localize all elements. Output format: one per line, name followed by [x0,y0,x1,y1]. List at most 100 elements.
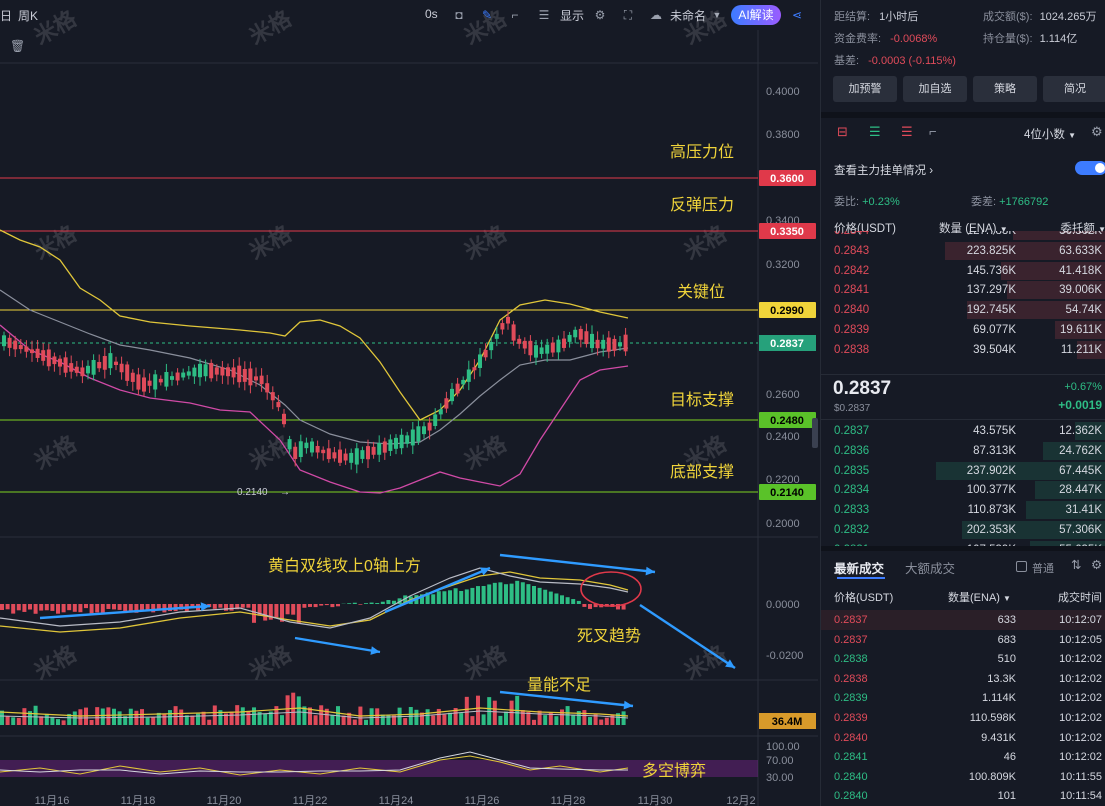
orderbook-depth-icon[interactable]: ⌐ [929,124,937,139]
tab-large-trades[interactable]: 大额成交 [905,562,956,576]
panel-resize-handle[interactable] [812,418,818,448]
camera-icon[interactable]: ◘ [455,8,463,22]
candle-body [606,337,611,352]
bid-qty: 110.873K [967,504,1016,517]
ask-row[interactable]: 0.2838 39.504K 11.211K [821,340,1105,360]
indicator-list-icon[interactable]: ☰ [538,8,550,22]
macd-bar [476,586,480,604]
layout-name[interactable]: 未命名 [670,9,707,23]
draw-pen-icon[interactable]: ✎ [481,8,493,22]
orderbook-bids-view-icon[interactable]: ☰ [869,124,881,139]
volume-bar [218,710,223,725]
macd-bar [369,602,374,604]
volume-bar [492,700,497,725]
candle-body [58,358,62,367]
add-alert-button[interactable]: 加预警 [833,76,897,102]
fullscreen-icon[interactable]: ⛶ [623,8,633,22]
candle-body [214,367,219,375]
ask-price: 0.2838 [834,343,870,356]
orderbook-asks-view-icon[interactable]: ☰ [901,124,913,139]
cloud-icon[interactable]: ☁ [650,8,662,22]
sort-icon[interactable]: ⇅ [1071,558,1082,572]
trade-price: 0.2837 [834,614,868,626]
bid-total: 67.445K [1059,464,1102,477]
bid-row[interactable]: 0.2832 202.353K 57.306K [821,520,1105,540]
macd-bar [112,604,116,610]
candle-body [287,439,292,450]
macd-bar [302,604,307,608]
boll-upper-line [0,229,629,421]
settings-gear-icon[interactable]: ⚙ [594,8,606,22]
bid-row[interactable]: 0.2831 107.539K 55.635K [821,540,1105,546]
macd-bar [520,582,525,604]
dead-cross-circle [580,571,642,607]
interval-week[interactable]: 周K [18,9,39,23]
ask-row[interactable]: 0.2841 137.297K 39.006K [821,280,1105,300]
macd-bar [526,584,531,604]
bid-row[interactable]: 0.2834 100.377K 28.447K [821,480,1105,500]
ai-interpret-button[interactable]: AI解读 [731,5,781,25]
timer-label[interactable]: 0s [425,7,438,21]
overview-button[interactable]: 简况 [1043,76,1105,102]
volume-bar [229,711,234,725]
volume-bar [392,715,396,725]
crop-icon[interactable]: ⌐ [511,8,519,22]
candle-body [80,367,85,377]
bid-row[interactable]: 0.2836 87.313K 24.762K [821,441,1105,461]
bid-qty: 237.902K [966,464,1016,477]
strategy-button[interactable]: 策略 [973,76,1037,102]
funding-label: 资金费率: [834,33,882,45]
ask-row[interactable]: 0.2842 145.736K 41.418K [821,261,1105,281]
main-orders-link[interactable]: 查看主力挂单情况 › [834,165,934,177]
macd-bar [593,604,598,608]
volume-ma-line [0,710,629,719]
col-qty-sort[interactable]: 数量 (ENA) ▼ [939,220,1008,236]
ask-total: 36.362K [1059,231,1102,237]
ask-total: 11.211K [1060,343,1102,356]
ask-row[interactable]: 0.2843 223.825K 63.633K [821,241,1105,261]
macd-bar [50,604,55,611]
bid-row[interactable]: 0.2833 110.873K 31.41K [821,500,1105,520]
display-button[interactable]: 显示 [560,9,585,23]
volume-bar [380,714,385,725]
macd-bar [548,591,553,604]
volume-bar [100,708,105,725]
filter-checkbox[interactable] [1016,561,1027,572]
macd-bar [364,603,368,604]
col-qty-sort[interactable]: 数量(ENA) ▼ [948,589,1011,605]
settings-gear-icon[interactable]: ⚙ [1091,558,1103,572]
orderbook-both-view-icon[interactable]: ⊟ [837,124,848,139]
trade-qty: 46 [1003,751,1016,764]
col-total-sort[interactable]: 委托额 ▼ [1060,220,1105,236]
funding-row: 资金费率: -0.0068% [834,30,937,46]
trade-qty: 9.431K [981,731,1016,744]
trade-price: 0.2838 [834,672,868,685]
candle-body [545,344,550,354]
candle-body [226,367,230,377]
decimals-select[interactable]: 4位小数 ▼ [1024,126,1076,142]
kline-chart-area[interactable]: 日 周K 0s ◘ ✎ ⌐ ☰ 显示 ⚙ ⛶ ☁ 未命名 ▼ AI解读 ⋖ 🗑 … [0,0,818,806]
candle-body [69,363,74,372]
bid-row[interactable]: 0.2837 43.575K 12.362K [821,421,1105,441]
diff-value: +1766792 [999,196,1049,208]
trash-icon[interactable]: 🗑 [10,39,26,53]
trade-price: 0.2840 [834,731,868,744]
volume-bar [201,711,206,725]
add-watchlist-button[interactable]: 加自选 [903,76,967,102]
main-orders-toggle[interactable] [1075,161,1105,175]
trend-arrow [499,553,656,574]
ask-row[interactable]: 0.2840 192.745K 54.74K [821,300,1105,320]
tab-latest-trades[interactable]: 最新成交 [834,562,885,576]
interval-day[interactable]: 日 [0,9,13,23]
candle-body [181,372,186,378]
volume-bar [498,715,503,725]
chevron-down-icon[interactable]: ▼ [712,10,722,20]
bid-row[interactable]: 0.2835 237.902K 67.445K [821,461,1105,481]
macd-bar [436,591,441,604]
settings-gear-icon[interactable]: ⚙ [1091,124,1103,139]
col-time: 成交时间 [1058,592,1102,604]
ask-row[interactable]: 0.2844 127.783K 36.362K [821,231,1105,241]
volume-bar [375,708,380,725]
ask-row[interactable]: 0.2839 69.077K 19.611K [821,320,1105,340]
share-icon[interactable]: ⋖ [791,8,803,22]
